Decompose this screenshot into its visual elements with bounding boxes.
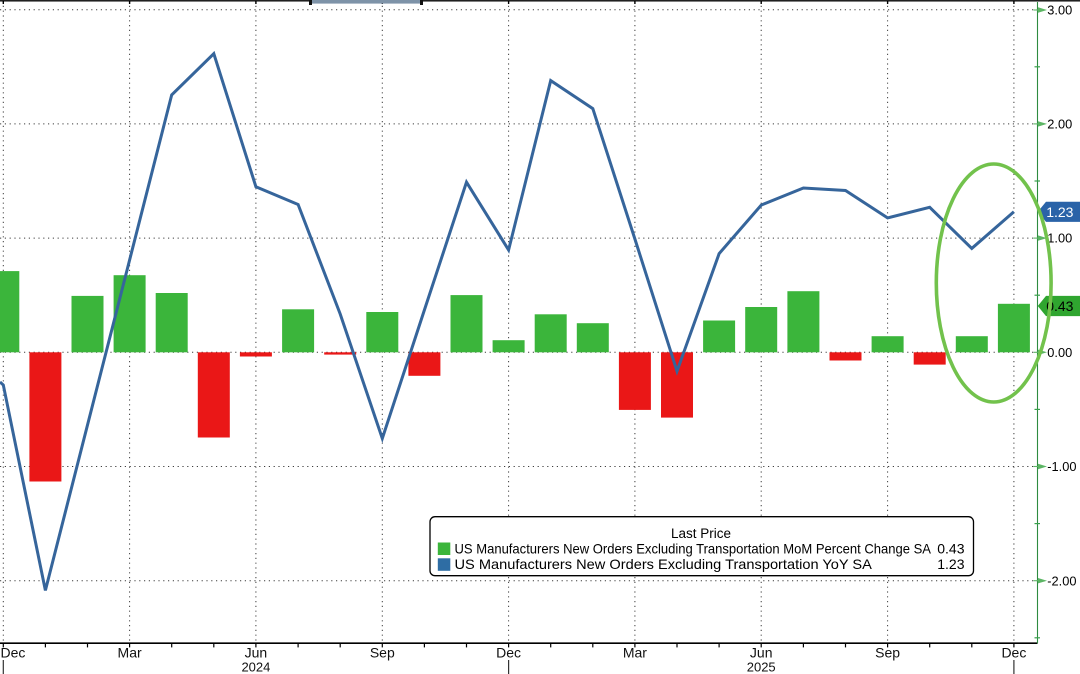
svg-text:0.00: 0.00 — [1047, 345, 1072, 360]
svg-text:Sep: Sep — [370, 645, 395, 661]
svg-text:Mar: Mar — [118, 645, 142, 661]
svg-text:Mar: Mar — [623, 645, 647, 661]
svg-text:Dec: Dec — [496, 645, 521, 661]
svg-text:Sep: Sep — [875, 645, 900, 661]
svg-text:3.00: 3.00 — [1047, 3, 1072, 18]
svg-text:1.23: 1.23 — [1046, 204, 1073, 220]
svg-text:-2.00: -2.00 — [1047, 573, 1076, 588]
svg-text:0.43: 0.43 — [1046, 298, 1073, 314]
svg-text:US Manufacturers New Orders Ex: US Manufacturers New Orders Excluding Tr… — [455, 540, 932, 556]
svg-text:1.00: 1.00 — [1047, 231, 1072, 246]
svg-text:-1.00: -1.00 — [1047, 459, 1076, 474]
svg-text:US Manufacturers New Orders Ex: US Manufacturers New Orders Excluding Tr… — [455, 556, 873, 572]
svg-text:1.23: 1.23 — [937, 556, 964, 572]
svg-text:Last Price: Last Price — [671, 526, 731, 541]
svg-text:Jun: Jun — [750, 645, 773, 661]
svg-text:2025: 2025 — [747, 660, 776, 674]
svg-text:2.00: 2.00 — [1047, 117, 1072, 132]
svg-text:Dec: Dec — [1001, 645, 1026, 661]
svg-text:0.43: 0.43 — [937, 540, 964, 556]
svg-text:Dec: Dec — [1, 645, 26, 661]
svg-text:Jun: Jun — [245, 645, 268, 661]
svg-text:2024: 2024 — [241, 660, 270, 674]
